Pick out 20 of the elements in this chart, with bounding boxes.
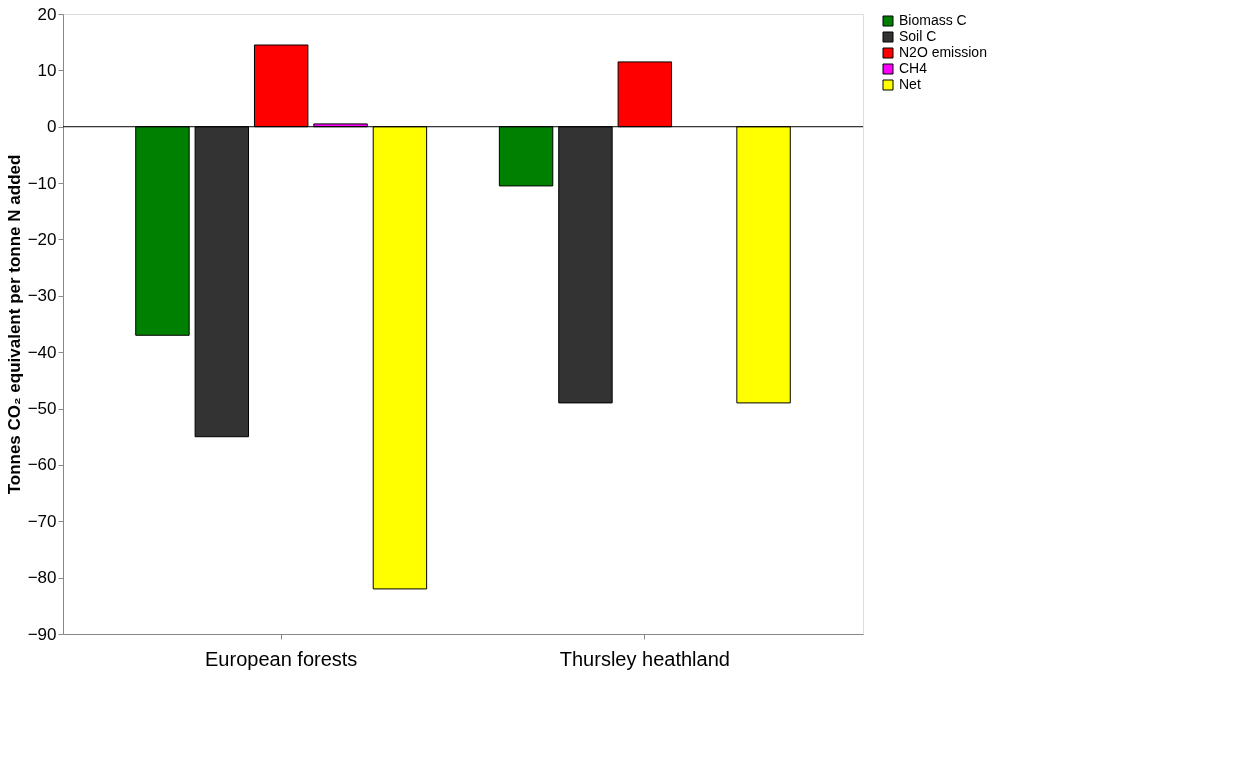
- y-tick-label: −30: [27, 286, 57, 306]
- y-tick-label: −50: [27, 399, 57, 419]
- y-tick-label: 20: [37, 4, 57, 24]
- legend-label: Soil C: [899, 28, 937, 44]
- y-axis-title: Tonnes CO₂ equivalent per tonne N added: [4, 154, 24, 495]
- y-tick-label: −70: [27, 511, 57, 531]
- y-tick-label: 10: [37, 60, 57, 80]
- y-tick-label: −60: [27, 455, 57, 475]
- y-tick-label: 0: [47, 117, 57, 137]
- x-tick-label: Thursley heathland: [559, 647, 730, 670]
- legend-label: N2O emission: [899, 44, 987, 60]
- legend-label: Biomass C: [899, 12, 967, 28]
- y-tick-label: −40: [27, 342, 57, 362]
- x-tick-label: European forests: [205, 647, 358, 670]
- legend-label: CH4: [899, 60, 928, 76]
- y-tick-label: −10: [27, 173, 57, 193]
- y-tick-label: −20: [27, 229, 57, 249]
- y-tick-label: −90: [27, 624, 57, 644]
- y-tick-label: −80: [27, 568, 57, 588]
- legend-label: Net: [899, 76, 921, 92]
